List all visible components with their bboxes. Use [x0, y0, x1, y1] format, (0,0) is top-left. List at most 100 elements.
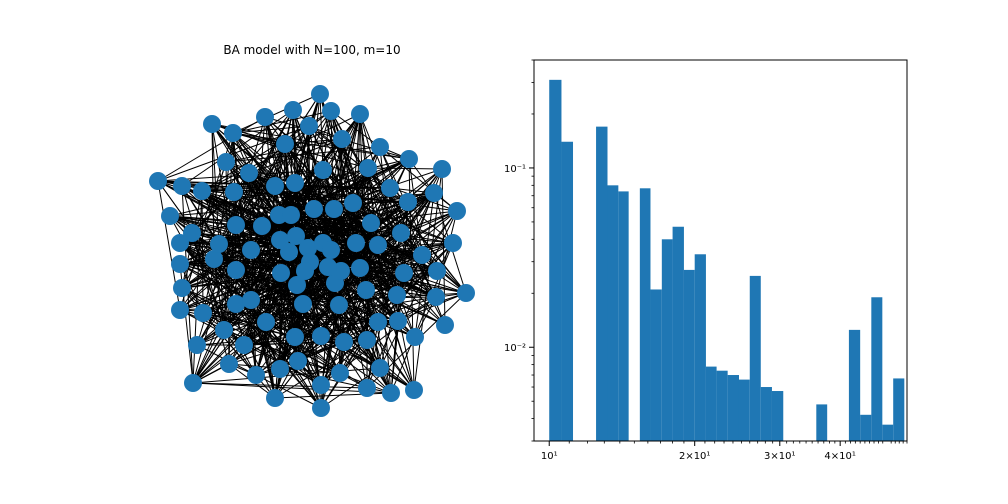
- network-edge: [313, 208, 398, 296]
- network-edge: [292, 109, 332, 251]
- histogram-bar: [871, 297, 883, 441]
- histogram-bar: [816, 404, 828, 441]
- network-node: [436, 316, 454, 334]
- network-node: [284, 101, 302, 119]
- network-edge: [181, 185, 225, 331]
- histogram-bar: [694, 254, 706, 441]
- network-node: [227, 261, 245, 279]
- histogram-bar: [672, 226, 684, 441]
- network-node: [362, 214, 380, 232]
- network-node: [203, 115, 221, 133]
- network-node: [371, 138, 389, 156]
- histogram-bar: [727, 375, 739, 441]
- network-node: [266, 177, 284, 195]
- network-edge: [294, 208, 335, 338]
- network-node: [286, 328, 304, 346]
- network-node: [399, 193, 417, 211]
- network-node: [227, 295, 245, 313]
- network-node: [210, 235, 228, 253]
- histogram-bars: [549, 79, 905, 441]
- network-edge: [157, 116, 266, 182]
- network-node: [173, 177, 191, 195]
- network-edge: [181, 272, 282, 289]
- network-edge: [435, 210, 458, 298]
- network-node: [183, 224, 201, 242]
- network-edge: [192, 382, 392, 394]
- network-node: [149, 172, 167, 190]
- network-node: [266, 389, 284, 407]
- histogram-bar: [618, 191, 629, 441]
- degree-histogram: 10¹ 2×10¹ 3×10¹ 4×10¹ 10⁻¹ 10⁻²: [504, 59, 908, 462]
- network-edge: [235, 303, 322, 337]
- network-node: [425, 184, 443, 202]
- network-edge: [333, 113, 361, 210]
- network-node: [289, 352, 307, 370]
- network-node: [188, 336, 206, 354]
- network-node: [225, 183, 243, 201]
- network-edge: [313, 113, 361, 210]
- network-edge: [333, 208, 342, 272]
- network-node: [312, 399, 330, 417]
- network-node: [257, 313, 275, 331]
- network-edge: [235, 109, 294, 226]
- network-node: [371, 359, 389, 377]
- network-node: [358, 379, 376, 397]
- network-nodes: [149, 85, 475, 417]
- network-node: [322, 241, 340, 259]
- network-edge: [367, 167, 423, 256]
- network-node: [171, 301, 189, 319]
- network-node: [322, 102, 340, 120]
- network-edge: [201, 190, 204, 314]
- network-edge: [280, 272, 299, 362]
- network-edge: [352, 201, 409, 204]
- histogram-axes-frame: [533, 59, 908, 442]
- network-node: [400, 150, 418, 168]
- histogram-ticks: 10¹ 2×10¹ 3×10¹ 4×10¹ 10⁻¹ 10⁻²: [504, 59, 908, 462]
- network-node: [276, 135, 294, 153]
- network-node: [296, 262, 314, 280]
- network-edge: [232, 125, 310, 134]
- network-node: [286, 174, 304, 192]
- network-node: [282, 206, 300, 224]
- histogram-bar: [716, 370, 728, 441]
- network-edge: [408, 158, 423, 256]
- network-node: [311, 85, 329, 103]
- network-node: [351, 259, 369, 277]
- histogram-bar: [607, 185, 619, 441]
- histogram-bar: [705, 366, 717, 441]
- network-node: [406, 328, 424, 346]
- network-node: [235, 336, 253, 354]
- network-node: [272, 264, 290, 282]
- network-node: [224, 124, 242, 142]
- network-node: [247, 366, 265, 384]
- network-node: [312, 327, 330, 345]
- network-node: [359, 159, 377, 177]
- histogram-bar: [848, 329, 861, 441]
- network-node: [444, 234, 462, 252]
- network-node: [242, 241, 260, 259]
- network-node: [300, 117, 318, 135]
- network-node: [294, 295, 312, 313]
- network-edge: [235, 214, 292, 305]
- network-node: [448, 202, 466, 220]
- network-node: [395, 264, 413, 282]
- network-node: [413, 246, 431, 264]
- network-edge: [232, 93, 321, 134]
- network-node: [357, 281, 375, 299]
- histogram-bar: [749, 275, 761, 441]
- network-node: [184, 374, 202, 392]
- histogram-bar: [738, 379, 750, 441]
- network-node: [312, 376, 330, 394]
- histogram-bar: [650, 289, 662, 441]
- histogram-bar: [549, 79, 562, 441]
- network-edge: [352, 113, 361, 204]
- network-title: BA model with N=100, m=10: [223, 43, 400, 57]
- network-node: [405, 381, 423, 399]
- network-node: [457, 284, 475, 302]
- network-node: [242, 291, 260, 309]
- network-edge: [179, 263, 204, 314]
- network-node: [240, 164, 258, 182]
- network-edge: [320, 244, 379, 337]
- network-edge: [292, 109, 324, 244]
- x-tick-label: 3×10¹: [764, 451, 795, 462]
